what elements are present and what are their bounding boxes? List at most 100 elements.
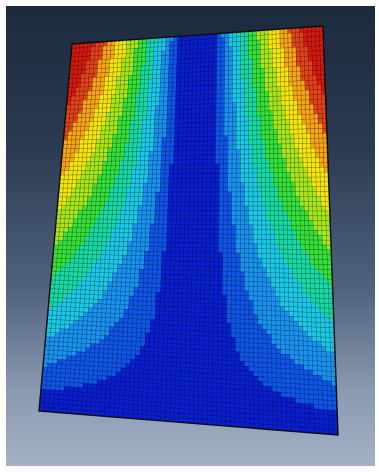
mesh-cell (87, 249, 93, 255)
mesh-cell (244, 196, 250, 202)
mesh-cell (177, 40, 182, 46)
mesh-cell (189, 385, 195, 392)
mesh-cell (119, 385, 125, 391)
mesh-cell (308, 384, 314, 390)
mesh-cell (208, 335, 214, 342)
mesh-cell (305, 109, 311, 115)
mesh-cell (288, 80, 294, 87)
mesh-cell (177, 164, 183, 170)
mesh-cell (183, 95, 189, 101)
mesh-cell (156, 73, 161, 79)
mesh-cell (261, 210, 267, 216)
mesh-cell (121, 196, 127, 202)
mesh-cell (294, 378, 300, 385)
mesh-cell (296, 277, 302, 284)
mesh-cell (137, 119, 143, 125)
mesh-cell (307, 326, 313, 332)
mesh-cell (288, 76, 294, 82)
mesh-cell (270, 286, 276, 293)
mesh-cell (172, 329, 178, 335)
mesh-cell (105, 308, 112, 314)
mesh-cell (207, 131, 212, 137)
mesh-cell (288, 272, 294, 279)
mesh-cell (180, 201, 186, 207)
mesh-cell (60, 266, 66, 272)
mesh-cell (248, 271, 254, 278)
mesh-cell (239, 328, 245, 334)
mesh-cell (217, 327, 223, 333)
mesh-cell (294, 369, 300, 375)
mesh-cell (236, 88, 241, 94)
mesh-cell (85, 108, 91, 114)
mesh-cell (155, 182, 161, 188)
mesh-cell (202, 154, 208, 160)
mesh-cell (84, 73, 90, 79)
mesh-cell (96, 192, 102, 198)
mesh-cell (173, 283, 179, 289)
mesh-cell (293, 330, 299, 337)
mesh-cell (142, 187, 148, 193)
mesh-cell (175, 104, 180, 110)
mesh-cell (266, 343, 272, 350)
mesh-cell (120, 71, 126, 77)
mesh-cell (186, 288, 192, 294)
mesh-cell (248, 219, 254, 226)
mesh-cell (172, 338, 178, 344)
mesh-cell (302, 143, 307, 149)
mesh-cell (171, 104, 176, 111)
mesh-cell (227, 163, 233, 169)
mesh-cell (268, 110, 274, 116)
mesh-cell (321, 220, 327, 226)
mesh-cell (162, 223, 168, 229)
mesh-cell (105, 120, 111, 126)
mesh-cell (240, 153, 245, 160)
mesh-cell (244, 309, 250, 315)
mesh-cell (166, 132, 171, 138)
mesh-cell (178, 274, 184, 280)
mesh-cell (136, 318, 142, 324)
mesh-cell (227, 205, 233, 211)
mesh-cell (228, 51, 233, 57)
mesh-cell (294, 162, 300, 168)
mesh-cell (232, 97, 237, 104)
mesh-cell (283, 282, 289, 288)
mesh-cell (278, 244, 284, 250)
mesh-cell (231, 276, 236, 282)
mesh-cell (178, 270, 184, 276)
mesh-cell (191, 265, 197, 271)
mesh-cell (158, 219, 164, 225)
mesh-cell (192, 219, 198, 225)
graphics-viewport[interactable] (6, 6, 375, 466)
mesh-cell (180, 210, 186, 216)
mesh-cell (214, 196, 220, 202)
mesh-cell (86, 271, 92, 277)
mesh-cell (117, 53, 123, 59)
mesh-cell (158, 232, 163, 239)
mesh-cell (274, 263, 280, 269)
mesh-cell (312, 70, 317, 76)
mesh-cell (215, 149, 220, 155)
mesh-cell (119, 151, 125, 157)
mesh-cell (215, 126, 221, 132)
mesh-cell (294, 364, 300, 370)
mesh-cell (140, 332, 146, 338)
mesh-cell (110, 308, 116, 314)
mesh-cell (155, 305, 161, 312)
mesh-cell (322, 269, 328, 275)
mesh-cell (185, 173, 191, 179)
mesh-cell (94, 209, 100, 215)
mesh-cell (86, 334, 92, 340)
mesh-cell (109, 120, 115, 126)
mesh-cell (198, 154, 204, 160)
mesh-cell (153, 128, 159, 134)
mesh-cell (279, 272, 285, 279)
mesh-cell (105, 321, 111, 327)
mesh-cell (71, 284, 78, 290)
mesh-cell (162, 219, 168, 225)
mesh-cell (121, 53, 127, 59)
mesh-cell (286, 210, 292, 216)
mesh-cell (197, 214, 203, 221)
mesh-cell (269, 210, 275, 216)
mesh-cell (107, 147, 113, 153)
mesh-cell (284, 320, 290, 327)
